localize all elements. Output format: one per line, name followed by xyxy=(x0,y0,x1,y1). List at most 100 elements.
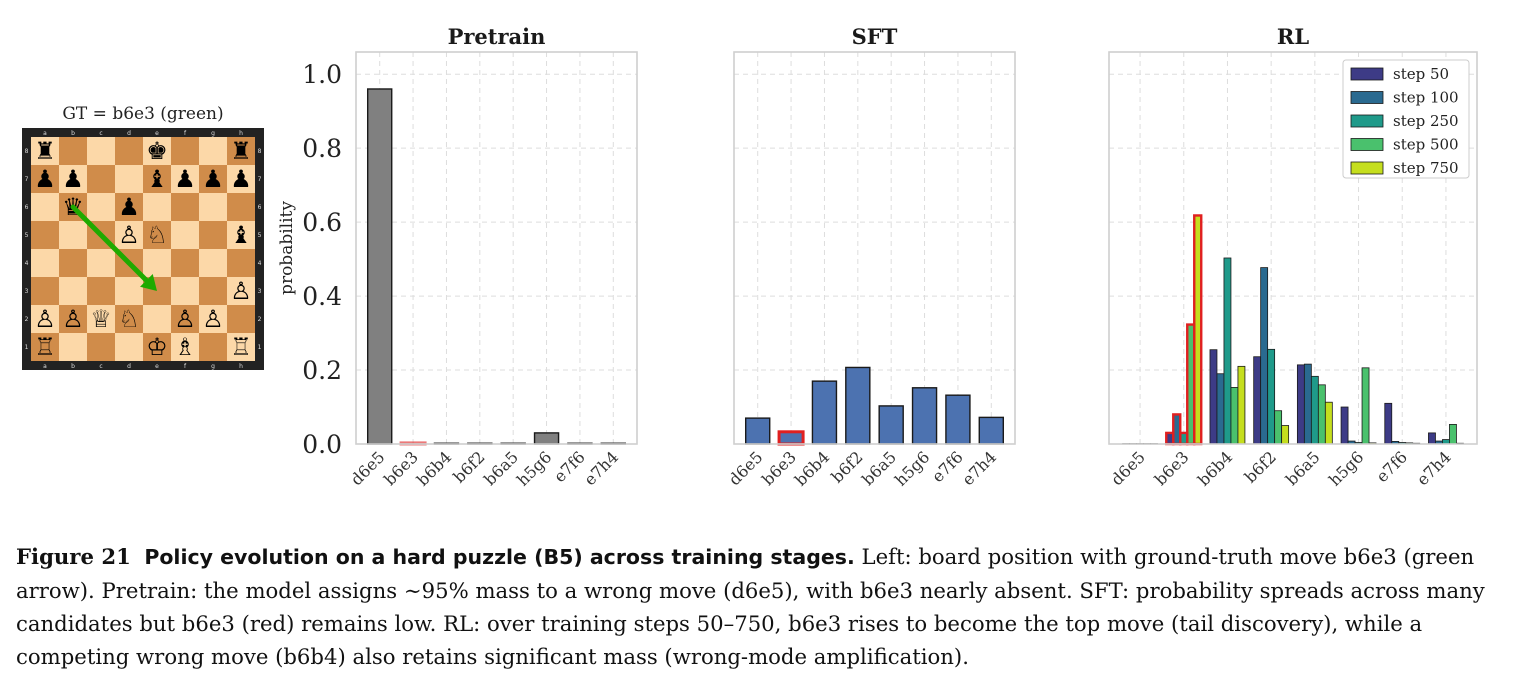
board-square xyxy=(31,305,59,333)
legend-label: step 500 xyxy=(1393,136,1459,154)
board-square xyxy=(199,193,227,221)
board-square xyxy=(143,305,171,333)
board-square xyxy=(31,165,59,193)
board-square xyxy=(171,165,199,193)
chess-piece-icon: ♘ xyxy=(118,305,140,333)
board-square xyxy=(87,277,115,305)
legend-swatch xyxy=(1350,91,1384,104)
chess-piece-icon: ♜ xyxy=(230,137,252,165)
chart-title: RL xyxy=(1277,24,1309,49)
chess-piece-icon: ♜ xyxy=(34,137,56,165)
y-tick-label: 1.0 xyxy=(302,60,342,89)
chess-piece-icon: ♘ xyxy=(146,221,168,249)
x-tick-label: b6f2 xyxy=(827,447,866,486)
board-square xyxy=(31,249,59,277)
x-tick-label: d6e5 xyxy=(1107,447,1149,489)
board-square xyxy=(199,277,227,305)
file-label-bottom: b xyxy=(71,363,75,370)
y-tick-label: 0.8 xyxy=(302,134,342,163)
chess-piece-icon: ♟ xyxy=(230,165,252,193)
x-tick-label: e7h4 xyxy=(958,447,1000,489)
rank-label-right: 2 xyxy=(258,316,262,323)
board-square xyxy=(227,221,255,249)
board-square xyxy=(199,333,227,361)
bar-b6a5 xyxy=(878,405,904,445)
x-tick-label: b6b4 xyxy=(1194,447,1236,489)
board-square xyxy=(171,137,199,165)
board-square xyxy=(59,165,87,193)
bar-b6a5-step-250 xyxy=(1310,375,1319,445)
board-square xyxy=(227,193,255,221)
file-label-top: e xyxy=(155,130,159,137)
rank-label-left: 2 xyxy=(25,316,29,323)
board-square xyxy=(143,249,171,277)
bar-e7f6-step-50 xyxy=(1384,402,1393,445)
board-square xyxy=(227,305,255,333)
bar-b6f2-step-750 xyxy=(1281,425,1290,445)
board-square xyxy=(115,277,143,305)
board-square xyxy=(143,193,171,221)
rank-label-left: 8 xyxy=(25,148,29,155)
y-tick-label: 0.4 xyxy=(302,282,342,311)
file-label-bottom: d xyxy=(127,363,131,370)
rank-label-right: 6 xyxy=(258,204,262,211)
x-tick-label: b6b4 xyxy=(413,447,455,489)
board-square xyxy=(87,333,115,361)
chess-piece-icon: ♗ xyxy=(174,333,196,361)
caption-body: Left: board position with ground-truth m… xyxy=(16,544,1485,669)
file-label-top: a xyxy=(43,130,47,137)
legend-swatch xyxy=(1350,138,1384,151)
board-square xyxy=(115,305,143,333)
bar-b6f2-step-50 xyxy=(1253,356,1262,445)
legend-label: step 250 xyxy=(1393,112,1459,130)
x-tick-label: b6e3 xyxy=(758,447,800,489)
x-tick-label: b6f2 xyxy=(449,447,488,486)
board-square xyxy=(227,249,255,277)
board-square xyxy=(171,193,199,221)
legend-swatch xyxy=(1350,67,1384,81)
move-arrow-shaft xyxy=(70,204,149,283)
board-square xyxy=(59,333,87,361)
bar-b6a5-step-500 xyxy=(1317,384,1326,445)
board-square xyxy=(31,137,59,165)
board-square xyxy=(199,221,227,249)
bar-b6b4-step-750 xyxy=(1237,365,1246,445)
board-square xyxy=(171,333,199,361)
chart-panel-pretrain: Pretrain d6e5b6e3b6b4b6f2b6a5h5g6e7f6e7h4… xyxy=(277,24,638,490)
x-tick-label: h5g6 xyxy=(891,447,933,489)
chess-piece-icon: ♖ xyxy=(34,333,56,361)
x-tick-label: e7f6 xyxy=(1372,447,1411,486)
board-square xyxy=(59,249,87,277)
bar-b6b4-step-250 xyxy=(1223,257,1232,445)
legend-label: step 750 xyxy=(1393,159,1459,177)
axes-frame xyxy=(355,51,638,445)
chess-piece-icon: ♚ xyxy=(146,137,168,165)
board-square xyxy=(227,333,255,361)
rank-label-left: 5 xyxy=(25,232,29,239)
board-square xyxy=(59,305,87,333)
bar-b6b4 xyxy=(811,380,838,445)
board-square xyxy=(87,137,115,165)
board-square xyxy=(31,333,59,361)
board-square xyxy=(115,165,143,193)
chess-piece-icon: ♙ xyxy=(230,277,252,305)
chess-piece-icon: ♙ xyxy=(118,221,140,249)
figure-caption: Figure 21 Policy evolution on a hard puz… xyxy=(16,540,1516,673)
board-square xyxy=(59,277,87,305)
board-square xyxy=(171,305,199,333)
board-square xyxy=(143,165,171,193)
x-tick-label: b6a5 xyxy=(1282,447,1324,489)
x-tick-label: e7f6 xyxy=(550,447,589,486)
bar-b6f2-step-250 xyxy=(1267,348,1276,445)
x-tick-label: e7h4 xyxy=(580,447,622,489)
board-square xyxy=(115,193,143,221)
rank-label-left: 6 xyxy=(25,204,29,211)
board-square xyxy=(143,333,171,361)
rank-label-right: 7 xyxy=(258,176,262,183)
legend-swatch xyxy=(1350,161,1384,175)
file-label-top: g xyxy=(211,130,215,137)
board-title: GT = b6e3 (green) xyxy=(62,104,224,124)
x-tick-label: d6e5 xyxy=(725,447,767,489)
chess-piece-icon: ♟ xyxy=(34,165,56,193)
board-square xyxy=(227,165,255,193)
